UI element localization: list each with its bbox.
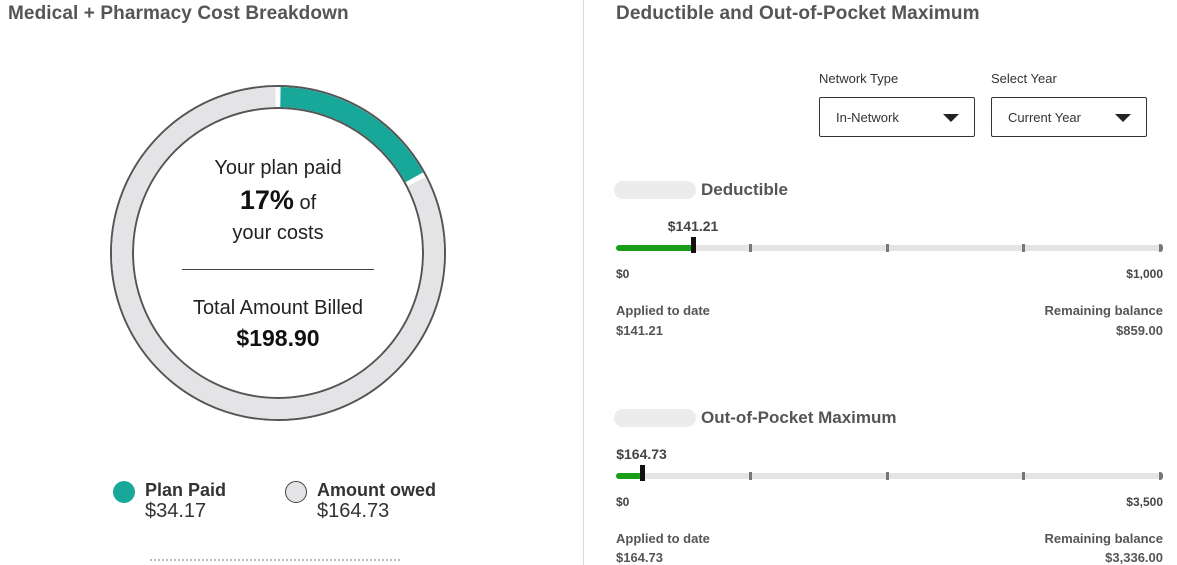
oop-max-progress-fill <box>616 473 642 479</box>
redacted-text <box>614 181 696 199</box>
legend-plan-paid-value: $34.17 <box>145 500 207 522</box>
network-type-value: In-Network <box>836 110 899 125</box>
donut-svg <box>110 85 446 421</box>
progress-tick <box>749 472 752 480</box>
deductible-panel: Deductible and Out-of-Pocket Maximum Net… <box>584 0 1177 565</box>
oop-max-progress-track <box>616 472 1163 480</box>
deductible-applied-label: Applied to date <box>616 303 710 318</box>
oop-max-remaining-value: $3,336.00 <box>1105 550 1163 565</box>
progress-tick <box>1022 244 1025 252</box>
deductible-min-label: $0 <box>616 267 630 281</box>
oop-max-applied-label: Applied to date <box>616 531 710 546</box>
plan-paid-arc <box>280 87 424 183</box>
cost-donut-chart: Your plan paid 17% of your costs Total A… <box>93 68 463 438</box>
progress-end-cap <box>1159 244 1163 252</box>
oop-max-marker-value: $164.73 <box>616 446 667 462</box>
progress-tick <box>749 244 752 252</box>
panel-divider <box>583 0 584 565</box>
deductible-progress-track <box>616 244 1163 252</box>
progress-tick <box>886 244 889 252</box>
deductible-max-label: $1,000 <box>1126 267 1163 281</box>
chevron-down-icon <box>943 114 959 122</box>
donut-center-text: Your plan paid 17% of your costs Total A… <box>93 68 463 438</box>
legend-amount-owed-label: Amount owed <box>317 480 436 500</box>
deductible-remaining-value: $859.00 <box>1116 323 1163 338</box>
oop-max-title: Out-of-Pocket Maximum <box>701 408 897 427</box>
cost-breakdown-title: Medical + Pharmacy Cost Breakdown <box>8 3 349 24</box>
plan-paid-suffix: of <box>299 192 317 214</box>
center-divider <box>182 269 374 270</box>
select-year-select[interactable]: Current Year <box>991 97 1147 137</box>
oop-max-remaining-label: Remaining balance <box>1044 531 1163 546</box>
redacted-text <box>614 409 696 427</box>
progress-end-cap <box>1159 472 1163 480</box>
oop-max-progress-marker <box>639 465 645 481</box>
deductible-panel-title: Deductible and Out-of-Pocket Maximum <box>616 3 980 24</box>
oop-max-min-label: $0 <box>616 495 630 509</box>
plan-paid-percent-line: 17% of <box>93 185 463 216</box>
total-billed-label: Total Amount Billed <box>192 297 364 319</box>
select-year-label: Select Year <box>991 71 1057 86</box>
plan-paid-percent: 17% <box>239 185 294 215</box>
cost-breakdown-panel: Medical + Pharmacy Cost Breakdown Your p… <box>0 0 583 565</box>
network-type-select[interactable]: In-Network <box>819 97 975 137</box>
oop-max-max-label: $3,500 <box>1126 495 1163 509</box>
donut-outer-outline <box>110 85 446 421</box>
oop-max-applied-value: $164.73 <box>616 550 663 565</box>
legend-plan-paid-label: Plan Paid <box>145 480 227 500</box>
chevron-down-icon <box>1115 114 1131 122</box>
plan-paid-subtext: your costs <box>232 222 324 244</box>
deductible-applied-value: $141.21 <box>616 323 663 338</box>
total-billed-value: $198.90 <box>236 325 320 351</box>
progress-tick <box>1022 472 1025 480</box>
deductible-progress-fill <box>616 245 694 251</box>
select-year-value: Current Year <box>1008 110 1081 125</box>
plan-paid-heading: Your plan paid <box>214 157 342 179</box>
progress-tick <box>886 472 889 480</box>
donut-inner-outline <box>132 107 424 399</box>
plan-paid-swatch-icon <box>113 481 135 503</box>
amount-owed-swatch-icon <box>285 481 307 503</box>
cut-off-footnote <box>150 559 400 565</box>
deductible-marker-value: $141.21 <box>667 218 719 234</box>
network-type-label: Network Type <box>819 71 899 86</box>
deductible-remaining-label: Remaining balance <box>1044 303 1163 318</box>
deductible-title: Deductible <box>701 180 788 199</box>
legend-amount-owed-value: $164.73 <box>317 500 390 522</box>
deductible-progress-marker <box>691 237 697 253</box>
